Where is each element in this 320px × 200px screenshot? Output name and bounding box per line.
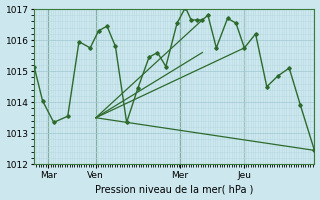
X-axis label: Pression niveau de la mer( hPa ): Pression niveau de la mer( hPa ) — [95, 184, 253, 194]
